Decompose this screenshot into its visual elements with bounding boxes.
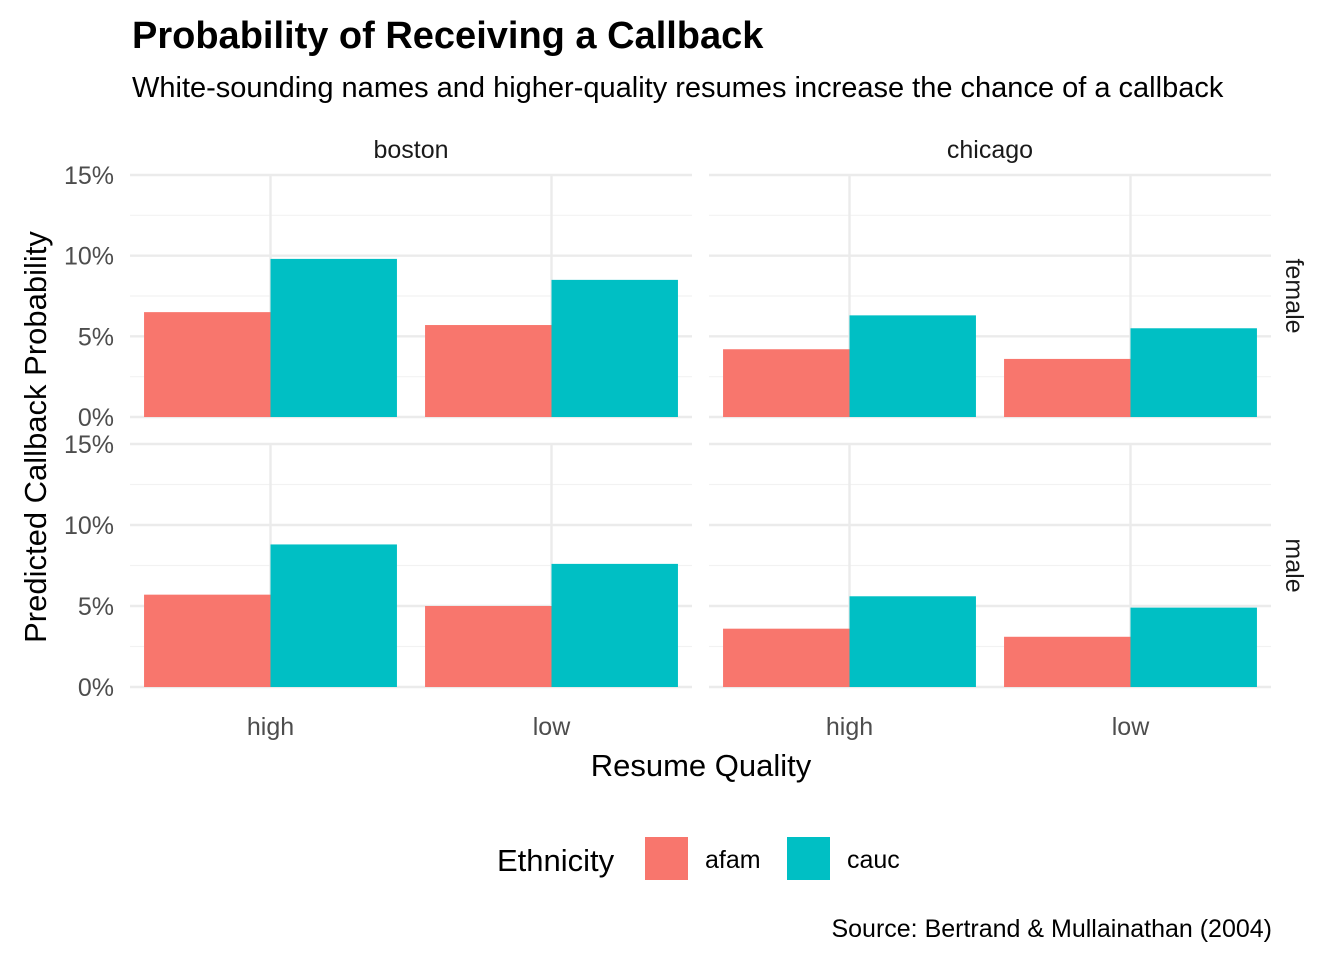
bar-cauc-high — [849, 315, 976, 417]
bar-afam-high — [144, 312, 271, 417]
x-tick-label: high — [247, 713, 294, 741]
y-tick-label: 15% — [64, 431, 114, 459]
chart-subtitle: White-sounding names and higher-quality … — [132, 72, 1224, 104]
y-axis-title: Predicted Callback Probability — [18, 231, 53, 643]
strip-label-boston: boston — [373, 136, 448, 164]
legend-title: Ethnicity — [497, 843, 615, 878]
panel-boston-female: 0% 5% 10% 15% boston — [64, 136, 692, 432]
y-tick-label: 15% — [64, 162, 114, 190]
y-tick-label: 5% — [78, 593, 114, 621]
y-tick-label: 10% — [64, 243, 114, 271]
legend-label-cauc: cauc — [847, 846, 900, 874]
bar-cauc-low — [551, 279, 678, 417]
bar-afam-low — [1004, 636, 1131, 687]
facet-panels: 0% 5% 10% 15% boston chicago female 0% 5% 10% 15% h… — [64, 136, 1308, 741]
legend-label-afam: afam — [705, 846, 761, 874]
x-tick-label: high — [826, 713, 873, 741]
x-axis-title: Resume Quality — [591, 748, 812, 783]
legend-key-cauc — [787, 837, 830, 880]
bar-cauc-high — [270, 258, 397, 417]
strip-label-female: female — [1280, 258, 1308, 333]
bar-cauc-high — [270, 544, 397, 687]
panel-chicago-male: high low male — [709, 442, 1308, 741]
strip-label-male: male — [1280, 538, 1308, 592]
legend-key-afam — [645, 837, 688, 880]
panel-chicago-female: chicago female — [709, 136, 1308, 419]
y-tick-label: 0% — [78, 674, 114, 702]
x-tick-label: low — [533, 713, 571, 741]
bar-cauc-low — [1130, 607, 1257, 687]
bar-afam-high — [144, 594, 271, 687]
strip-label-chicago: chicago — [947, 136, 1033, 164]
chart-title: Probability of Receiving a Callback — [132, 15, 764, 57]
bar-cauc-high — [849, 596, 976, 687]
bar-afam-low — [1004, 358, 1131, 417]
x-tick-label: low — [1112, 713, 1150, 741]
bar-afam-low — [425, 606, 552, 687]
y-tick-label: 10% — [64, 512, 114, 540]
legend: Ethnicity afam cauc — [497, 837, 900, 880]
bar-afam-low — [425, 325, 552, 417]
panel-boston-male: 0% 5% 10% 15% high low — [64, 431, 692, 741]
bar-cauc-low — [551, 563, 678, 687]
y-tick-label: 0% — [78, 404, 114, 432]
y-tick-label: 5% — [78, 323, 114, 351]
bar-cauc-low — [1130, 328, 1257, 417]
bar-afam-high — [723, 349, 850, 417]
chart-caption: Source: Bertrand & Mullainathan (2004) — [831, 915, 1272, 943]
bar-afam-high — [723, 628, 850, 687]
